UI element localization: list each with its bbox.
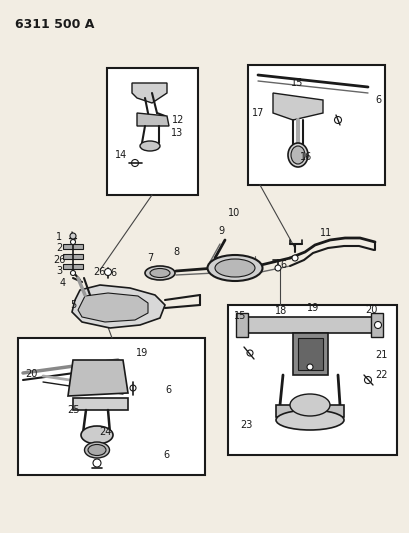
Text: 10: 10 xyxy=(227,208,240,218)
Polygon shape xyxy=(72,285,164,328)
Circle shape xyxy=(334,117,341,124)
Text: 20: 20 xyxy=(25,369,37,379)
Text: 8: 8 xyxy=(173,247,179,257)
Text: 6: 6 xyxy=(374,95,380,105)
Text: 6: 6 xyxy=(279,260,285,270)
Polygon shape xyxy=(275,405,343,417)
Circle shape xyxy=(93,459,101,467)
Polygon shape xyxy=(137,113,169,126)
Text: 25: 25 xyxy=(67,405,79,415)
Bar xyxy=(63,254,83,259)
Ellipse shape xyxy=(290,146,304,164)
Text: 26: 26 xyxy=(53,255,65,265)
Text: 6311 500 A: 6311 500 A xyxy=(15,18,94,31)
Text: 6: 6 xyxy=(164,385,171,395)
Text: 23: 23 xyxy=(239,420,252,430)
Bar xyxy=(247,65,384,185)
Ellipse shape xyxy=(150,269,170,278)
Text: 15: 15 xyxy=(234,311,246,321)
Text: 12: 12 xyxy=(172,115,184,125)
Circle shape xyxy=(70,239,75,245)
Circle shape xyxy=(306,364,312,370)
Circle shape xyxy=(246,350,252,356)
Polygon shape xyxy=(292,333,327,375)
Polygon shape xyxy=(297,338,322,370)
Text: 7: 7 xyxy=(147,253,153,263)
Circle shape xyxy=(364,376,371,384)
Ellipse shape xyxy=(84,442,109,458)
Text: 6: 6 xyxy=(110,268,116,278)
Text: 16: 16 xyxy=(299,152,312,162)
Ellipse shape xyxy=(145,266,175,280)
Ellipse shape xyxy=(81,426,113,444)
Circle shape xyxy=(274,265,280,271)
Bar xyxy=(18,338,205,475)
Text: 24: 24 xyxy=(99,427,111,437)
Circle shape xyxy=(70,233,76,239)
Circle shape xyxy=(291,255,297,261)
Bar xyxy=(227,305,396,455)
Bar xyxy=(370,313,382,337)
Text: 15: 15 xyxy=(290,78,303,88)
Polygon shape xyxy=(78,293,148,322)
Text: 26: 26 xyxy=(93,267,105,277)
Text: 21: 21 xyxy=(374,350,387,360)
Ellipse shape xyxy=(207,255,262,281)
Text: 17: 17 xyxy=(252,108,264,118)
Text: 2: 2 xyxy=(56,243,62,253)
Circle shape xyxy=(104,269,111,276)
Ellipse shape xyxy=(287,143,307,167)
Text: 20: 20 xyxy=(364,305,376,315)
Circle shape xyxy=(131,159,138,166)
Bar xyxy=(107,68,198,195)
Text: 11: 11 xyxy=(319,228,331,238)
Text: 6: 6 xyxy=(163,450,169,460)
Ellipse shape xyxy=(289,394,329,416)
Text: 4: 4 xyxy=(60,278,66,288)
Polygon shape xyxy=(73,398,128,410)
Text: 18: 18 xyxy=(274,306,287,316)
Text: 19: 19 xyxy=(306,303,319,313)
Polygon shape xyxy=(68,360,128,396)
Ellipse shape xyxy=(275,410,343,430)
Bar xyxy=(63,264,83,269)
Ellipse shape xyxy=(88,445,106,456)
Polygon shape xyxy=(237,317,372,333)
Bar xyxy=(63,244,83,249)
Polygon shape xyxy=(132,83,166,103)
Circle shape xyxy=(373,321,380,328)
Circle shape xyxy=(70,271,75,276)
Ellipse shape xyxy=(214,259,254,277)
Text: 9: 9 xyxy=(218,226,224,236)
Text: 13: 13 xyxy=(171,128,183,138)
Polygon shape xyxy=(272,93,322,120)
Circle shape xyxy=(130,385,136,391)
Text: 22: 22 xyxy=(374,370,387,380)
Text: 19: 19 xyxy=(136,348,148,358)
Bar xyxy=(236,313,247,337)
Text: 5: 5 xyxy=(70,300,76,310)
Text: 3: 3 xyxy=(56,266,62,276)
Ellipse shape xyxy=(139,141,160,151)
Text: 1: 1 xyxy=(56,232,62,242)
Text: 14: 14 xyxy=(115,150,127,160)
